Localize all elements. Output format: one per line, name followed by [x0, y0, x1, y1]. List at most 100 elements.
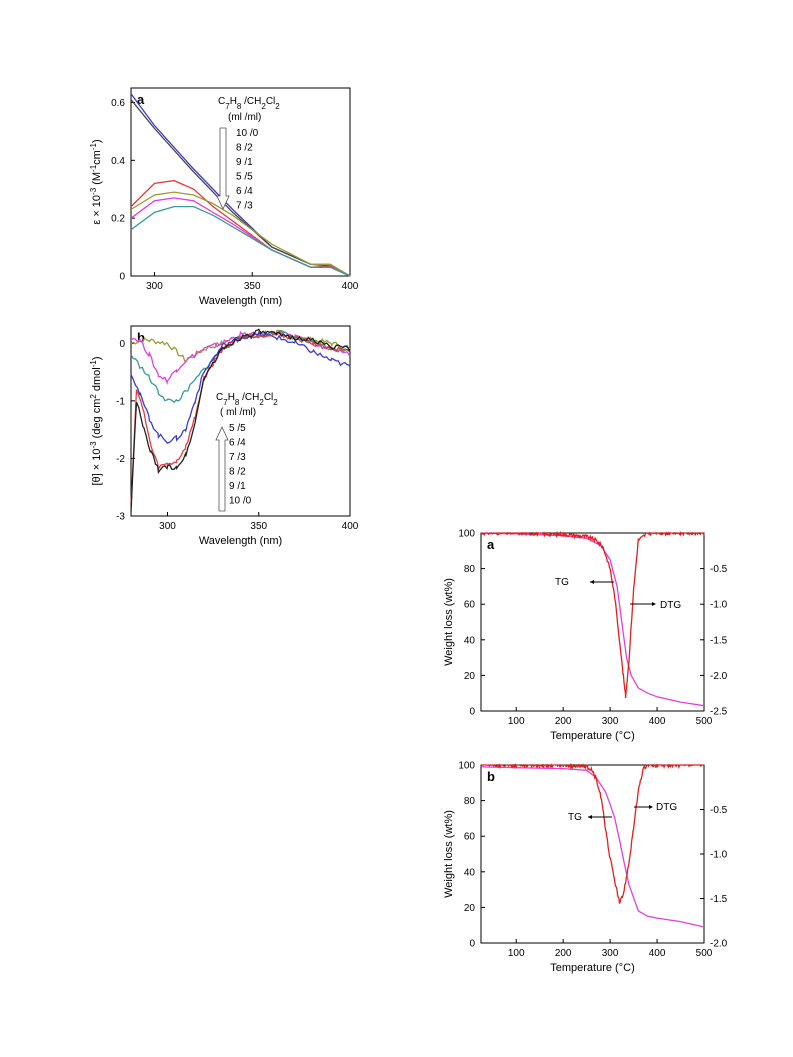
- uv-y-tick-label: 0.6: [111, 98, 125, 109]
- cd-y-tick-label: 0: [119, 339, 125, 350]
- cd-legend-entry: 7 /3: [229, 452, 246, 463]
- tga-b-y-tick-label: 40: [464, 867, 476, 878]
- uv-x-tick-label: 350: [244, 281, 261, 292]
- uv-legend-entry: 7 /3: [236, 201, 253, 212]
- tga_a-tg-curve: [480, 532, 705, 707]
- tga-a-x-axis-label: Temperature (°C): [550, 730, 634, 742]
- tga-a-dtg-annotation: DTG: [660, 600, 681, 611]
- tga-a-tg-arrowhead: [590, 580, 594, 584]
- tga_a-y2-tick-label: -2.0: [710, 671, 728, 682]
- tga-b-y-tick-label: 0: [469, 939, 475, 950]
- tga-b-x-tick-label: 400: [649, 948, 666, 959]
- cd-legend-title: C7H8 /CH2Cl2: [216, 392, 278, 407]
- uv-absorption-chart: 300 350 400 0 0.2 0.4 0.6 Wavelength (nm) a ε × 1…: [89, 87, 359, 307]
- cd-legend-arrow: [215, 426, 229, 512]
- uv-legend-arrow: [216, 127, 230, 210]
- uv-y-tick-label: 0.4: [111, 156, 125, 167]
- uv-legend-entry: 5 /5: [236, 172, 253, 183]
- tga-a-x-tick-label: 400: [649, 716, 666, 727]
- tga-b-tg-arrowhead: [588, 815, 592, 819]
- cd-y-tick-label: -2: [116, 454, 125, 465]
- tga_a-dtg-curve: [480, 530, 705, 699]
- tga-a-y-tick-label: 60: [464, 600, 476, 611]
- tga_a-y2-tick-label: -1.0: [710, 600, 728, 611]
- tga-a-panel-label: a: [487, 537, 495, 552]
- uv-legend-subtitle: (ml /ml): [228, 112, 261, 123]
- cd-legend-entry: 8 /2: [229, 467, 246, 478]
- tga-b-tg-annotation: TG: [568, 812, 582, 823]
- tga-a-y-tick-label: 100: [458, 529, 475, 540]
- cd-legend-subtitle: ( ml /ml): [220, 407, 256, 418]
- cd-panel-label: b: [137, 330, 145, 345]
- tga_a-y2-tick-label: -2.5: [710, 707, 728, 718]
- tga-b-x-tick-label: 200: [555, 948, 572, 959]
- tga_b-y2-tick-label: -2.0: [710, 939, 728, 950]
- cd-x-axis-label: Wavelength (nm): [199, 535, 282, 547]
- uv-y-tick-label: 0.2: [111, 214, 125, 225]
- uv-panel-label: a: [137, 92, 145, 107]
- tga-a-x-tick-label: 300: [602, 716, 619, 727]
- tga-b-y-tick-label: 60: [464, 832, 476, 843]
- uv-legend-entry: 8 /2: [236, 143, 253, 154]
- tga-b-dtg-annotation: DTG: [656, 802, 677, 813]
- uv-y-axis-label: ε × 10-3 (M-1cm-1): [89, 139, 104, 224]
- tga-b-y-tick-label: 20: [464, 903, 476, 914]
- tga_b-tg-curve: [480, 766, 705, 928]
- tga-a-y-tick-label: 80: [464, 564, 476, 575]
- tga-b-plot-frame: [480, 764, 705, 944]
- cd-legend-entry: 9 /1: [229, 481, 246, 492]
- uv-x-tick-label: 400: [342, 281, 359, 292]
- cd-y-tick-label: -3: [116, 512, 125, 523]
- tga-b-y-tick-label: 80: [464, 796, 476, 807]
- uv-series-line-2: [130, 179, 351, 277]
- tga-b-x-tick-label: 300: [602, 948, 619, 959]
- cd-legend-entry: 5 /5: [229, 423, 246, 434]
- uv-legend-title: C7H8 /CH2Cl2: [218, 96, 280, 111]
- tga_b-dtg-curve: [480, 762, 704, 904]
- tga_b-y-axis-label: Weight loss (wt%): [443, 810, 455, 898]
- uv-x-axis-label: Wavelength (nm): [199, 295, 282, 307]
- tga-b-x-tick-label: 100: [508, 948, 525, 959]
- tga-b-panel-label: b: [487, 769, 495, 784]
- uv-x-tick-label: 300: [146, 281, 163, 292]
- cd-series-line-5: [130, 328, 351, 513]
- tga_a-y2-tick-label: -1.5: [710, 635, 728, 646]
- tga-a-x-tick-label: 200: [555, 716, 572, 727]
- uv-legend-entry: 9 /1: [236, 157, 253, 168]
- uv-legend-entry: 10 /0: [236, 128, 259, 139]
- tga-b-y-tick-label: 100: [458, 761, 475, 772]
- cd-x-tick-label: 400: [342, 521, 359, 532]
- tga-a-y-tick-label: 0: [469, 707, 475, 718]
- cd-spectrum-chart: 300 350 400 0 -1 -2 -3 Wavelength (nm) b [θ] × 10…: [89, 325, 359, 547]
- cd-y-tick-label: -1: [116, 396, 125, 407]
- cd-series-line-3: [130, 330, 351, 445]
- tga-a-y-tick-label: 20: [464, 671, 476, 682]
- tga-a-x-tick-label: 100: [508, 716, 525, 727]
- tga-a-tg-annotation: TG: [555, 577, 569, 588]
- cd-plot-frame: [130, 325, 351, 517]
- cd-legend-entry: 10 /0: [229, 496, 252, 507]
- cd-legend-entry: 6 /4: [229, 438, 246, 449]
- cd-y-axis-label: [θ] × 10-3 (deg cm2 dmol-1): [89, 356, 104, 485]
- uv-plot-frame: [130, 87, 351, 277]
- tga_a-y2-tick-label: -0.5: [710, 564, 728, 575]
- tga_b-y2-tick-label: -1.5: [710, 894, 728, 905]
- uv-series-line-5: [130, 205, 351, 277]
- cd-x-tick-label: 350: [250, 521, 267, 532]
- tga-b-dtg-arrowhead: [649, 805, 653, 809]
- tga-b-x-tick-label: 500: [696, 948, 713, 959]
- uv-y-tick-label: 0: [119, 272, 125, 283]
- tga-b-x-axis-label: Temperature (°C): [550, 962, 634, 974]
- tga-b-thermogravimetry-chart: 100 200 300 400 500 0 20 40 60 80 100 Temperature (…: [443, 761, 728, 975]
- tga-a-plot-frame: [480, 532, 705, 712]
- tga_b-y2-tick-label: -1.0: [710, 850, 728, 861]
- uv-legend-entry: 6 /4: [236, 186, 253, 197]
- tga-a-x-tick-label: 500: [696, 716, 713, 727]
- cd-series-line-4: [130, 331, 351, 505]
- tga_a-y-axis-label: Weight loss (wt%): [443, 578, 455, 666]
- cd-x-tick-label: 300: [159, 521, 176, 532]
- tga-a-thermogravimetry-chart: 100 200 300 400 500 0 20 40 60 80 100 Temperature (…: [443, 529, 728, 743]
- tga-a-dtg-arrowhead: [652, 602, 656, 606]
- tga-a-y-tick-label: 40: [464, 635, 476, 646]
